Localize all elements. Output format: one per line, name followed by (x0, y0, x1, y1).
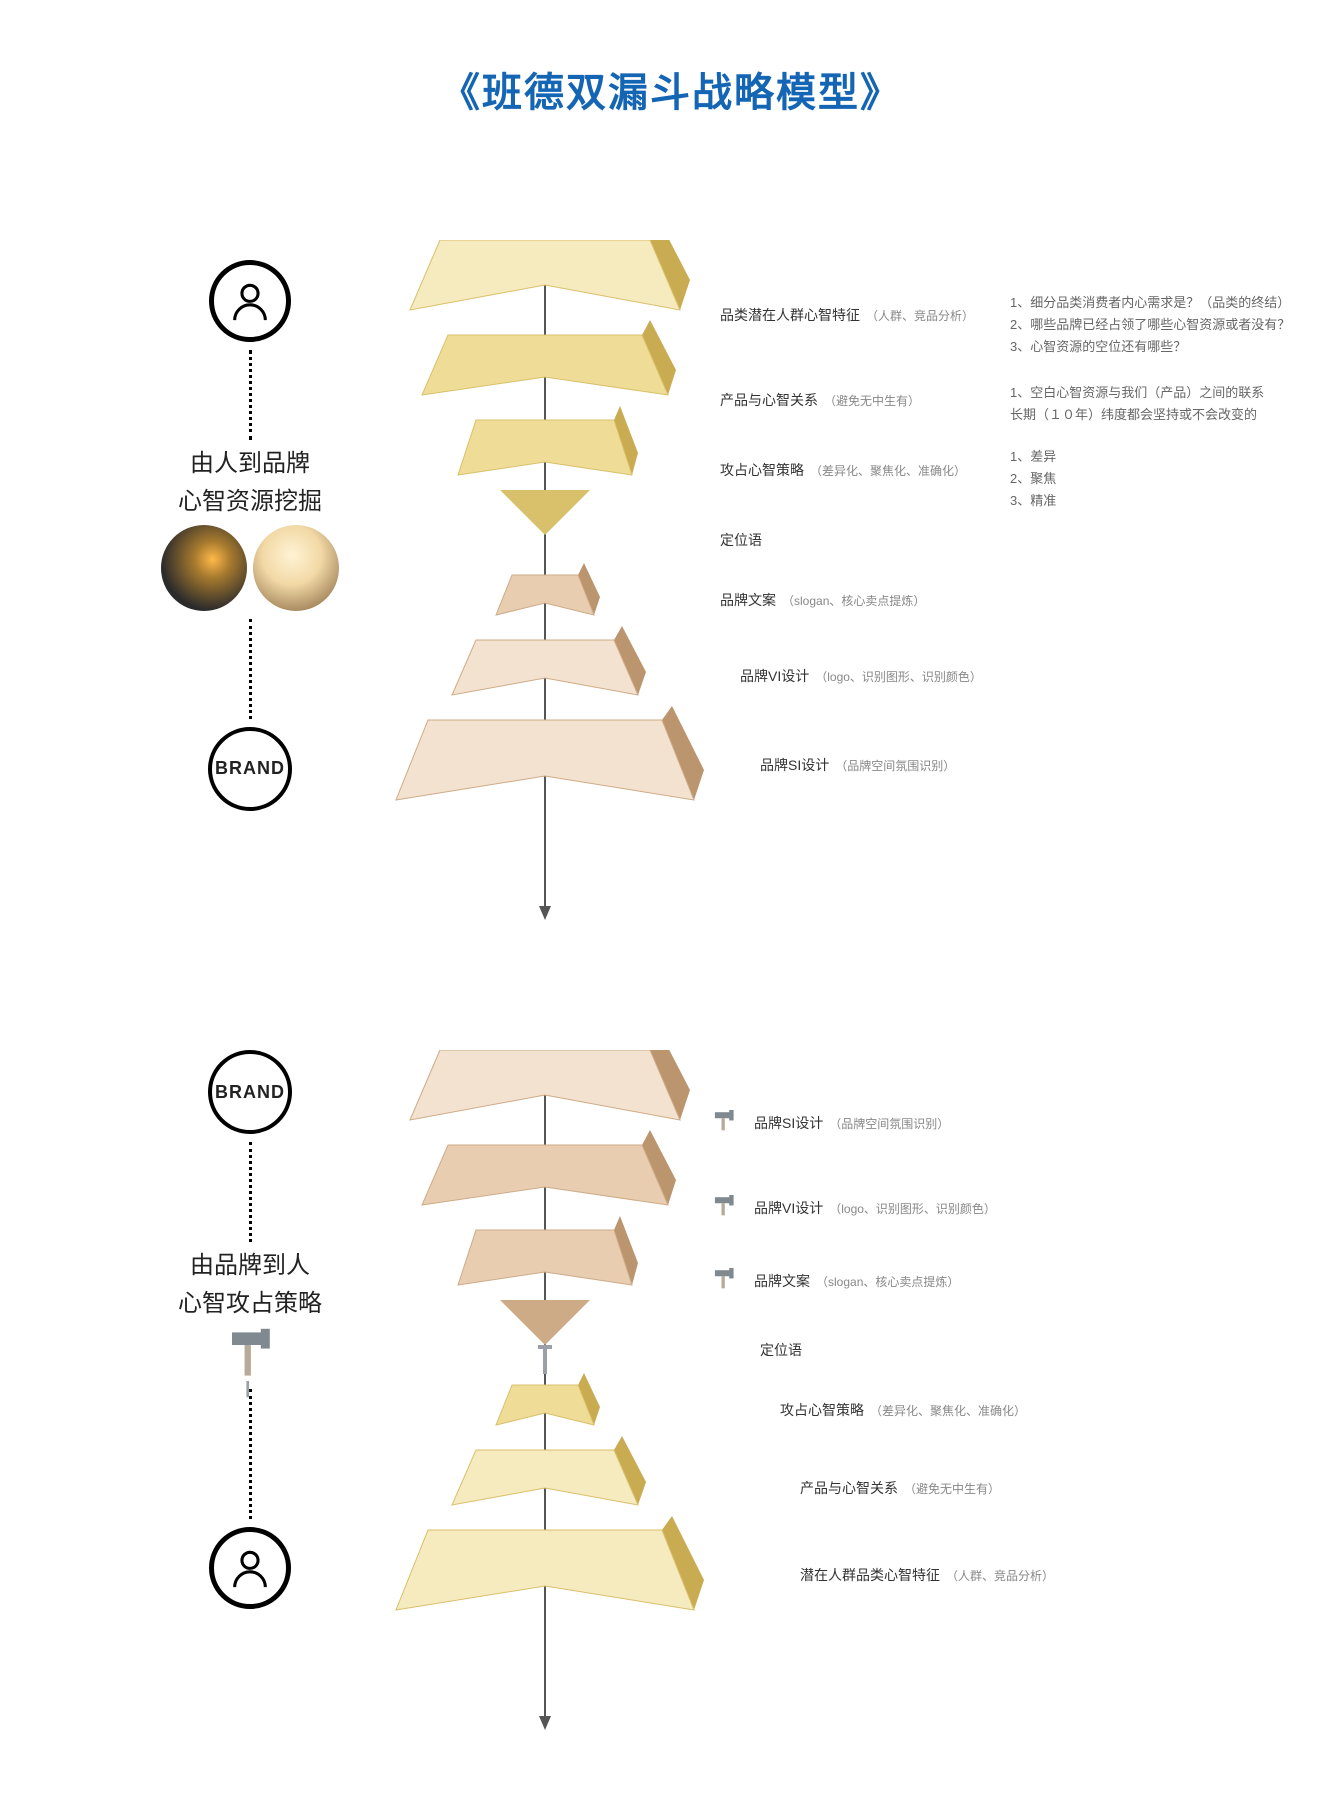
f1-tip (500, 490, 590, 535)
funnel-1 (380, 240, 710, 920)
funnel2-label-l3: 品牌文案（slogan、核心卖点提炼） (710, 1268, 959, 1291)
dotted-connector (249, 619, 252, 719)
funnel1-label-l4: 定位语 (720, 530, 762, 550)
funnel1-label-l1: 品类潜在人群心智特征（人群、竞品分析） (720, 305, 974, 325)
annotation-block-2: 1、空白心智资源与我们（产品）之间的联系长期（１０年）纬度都会坚持或不会改变的 (1010, 382, 1264, 426)
f2-tip (500, 1300, 590, 1345)
hammer-icon (223, 1327, 277, 1381)
side1-heading-l2: 心智资源挖掘 (140, 486, 360, 518)
dotted-connector (249, 350, 252, 440)
funnel2-label-l2: 品牌VI设计（logo、识别图形、识别颜色） (710, 1195, 996, 1218)
photo-hand (253, 525, 339, 611)
funnel1-label-l2: 产品与心智关系（避免无中生有） (720, 390, 920, 410)
side-column-2: BRAND 由品牌到人 心智攻占策略 (140, 1050, 360, 1609)
side1-heading-l1: 由人到品牌 (140, 448, 360, 480)
person-icon (209, 260, 291, 342)
side1-photos (140, 525, 360, 611)
photo-spark (161, 525, 247, 611)
funnel2-label-l4: 定位语 (760, 1340, 802, 1360)
funnel2-label-l7: 潜在人群品类心智特征（人群、竞品分析） (800, 1565, 1054, 1585)
funnel1-label-l3: 攻占心智策略（差异化、聚焦化、准确化） (720, 460, 966, 480)
annotation-block-3: 1、差异2、聚焦3、精准 (1010, 446, 1056, 512)
funnel1-label-l5: 品牌文案（slogan、核心卖点提炼） (720, 590, 925, 610)
annotation-block-1: 1、细分品类消费者内心需求是？（品类的终结）2、哪些品牌已经占领了哪些心智资源或… (1010, 292, 1290, 358)
dotted-connector (249, 1389, 252, 1519)
dotted-connector (249, 1142, 252, 1242)
side-column-1: 由人到品牌 心智资源挖掘 BRAND (140, 260, 360, 811)
page-title: 《班德双漏斗战略模型》 (0, 60, 1342, 118)
brand-icon: BRAND (208, 1050, 292, 1134)
page-root: 《班德双漏斗战略模型》 由人到品牌 心智资源挖掘 BRAND (0, 0, 1342, 1800)
side2-heading-l1: 由品牌到人 (140, 1250, 360, 1282)
funnel2-label-l6: 产品与心智关系（避免无中生有） (800, 1478, 1000, 1498)
funnel1-label-l7: 品牌SI设计（品牌空间氛围识别） (760, 755, 955, 775)
person-icon (209, 1527, 291, 1609)
brand-icon: BRAND (208, 727, 292, 811)
funnel1-label-l6: 品牌VI设计（logo、识别图形、识别颜色） (740, 666, 982, 686)
funnel2-label-l5: 攻占心智策略（差异化、聚焦化、准确化） (780, 1400, 1026, 1420)
funnel2-label-l1: 品牌SI设计（品牌空间氛围识别） (710, 1110, 949, 1133)
side2-heading-l2: 心智攻占策略 (140, 1288, 360, 1320)
funnel-2 (380, 1050, 710, 1730)
